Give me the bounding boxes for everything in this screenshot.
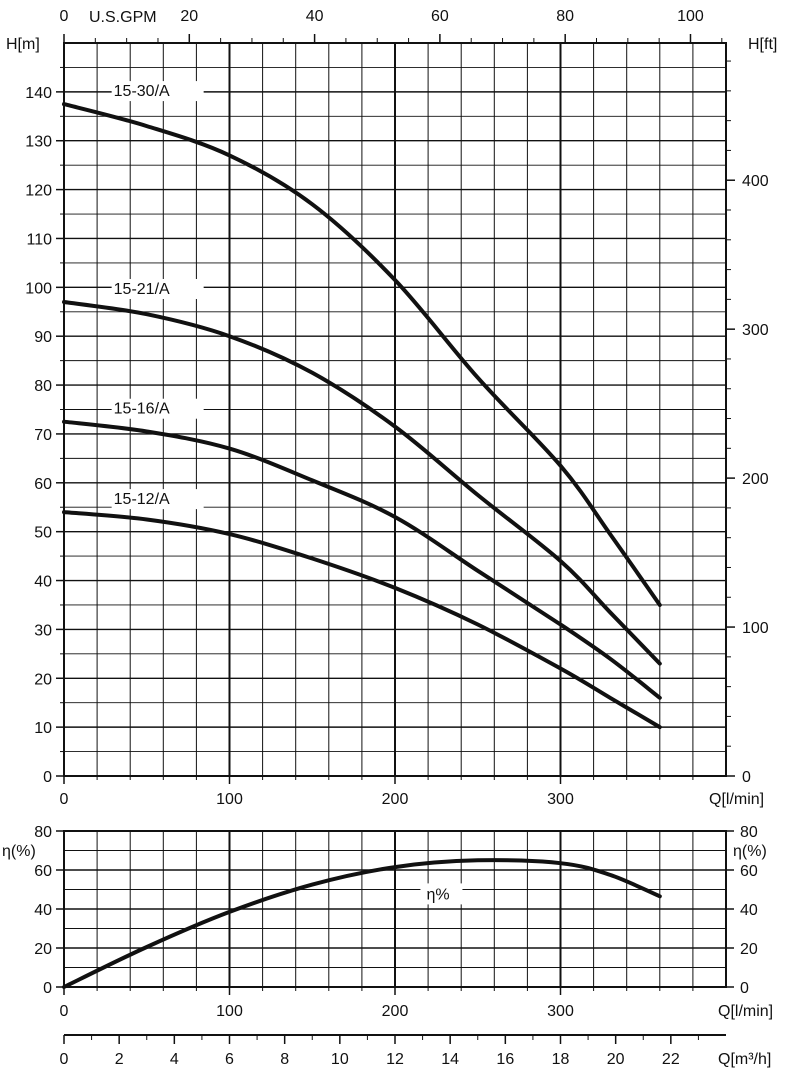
- head-curve-15-12-A: [62, 510, 662, 730]
- eff-x-tick-label: 200: [382, 1003, 409, 1020]
- eff-x-tick-label: 300: [547, 1003, 574, 1020]
- m3h-tick-label: 22: [662, 1051, 680, 1068]
- eff-right-tick-label: 60: [740, 863, 758, 880]
- curve-label-background: [111, 81, 204, 102]
- y-tick-label: 130: [25, 134, 52, 151]
- y-tick-label: 70: [34, 427, 52, 444]
- efficiency-right-axis-label: η(%): [733, 843, 767, 860]
- m3h-tick-label: 14: [441, 1051, 459, 1068]
- eff-y-tick-label: 80: [34, 824, 52, 841]
- x-tick-label: 300: [547, 791, 574, 808]
- eff-y-tick-label: 60: [34, 863, 52, 880]
- head-curve-15-30-A: [62, 102, 662, 607]
- top-axis-label: U.S.GPM: [89, 9, 157, 26]
- head-tick-labels: 0 10 20 30 40 50 60 70 80 90 100 110 120 130 140 0 100 20…: [25, 8, 769, 808]
- m3h-tick-label: 20: [607, 1051, 625, 1068]
- m3h-tick-label: 12: [386, 1051, 404, 1068]
- top-tick-label: 20: [180, 8, 198, 25]
- efficiency-grid: [63, 830, 727, 988]
- curve-label-background: [420, 883, 463, 905]
- m3h-tick-label: 16: [496, 1051, 514, 1068]
- right-tick-label: 200: [742, 471, 769, 488]
- x-tick-label: 200: [382, 791, 409, 808]
- top-tick-label: 0: [60, 8, 69, 25]
- curve-label: 15-12/A: [114, 491, 170, 508]
- efficiency-curve-label: η%: [426, 886, 449, 903]
- y-tick-label: 40: [34, 574, 52, 591]
- curve-label: 15-21/A: [114, 281, 170, 298]
- eff-right-tick-label: 20: [740, 941, 758, 958]
- eff-right-tick-label: 80: [740, 824, 758, 841]
- y-tick-label: 20: [34, 671, 52, 688]
- y-tick-label: 90: [34, 329, 52, 346]
- x-tick-label: 100: [216, 791, 243, 808]
- top-tick-label: 40: [306, 8, 324, 25]
- m3h-tick-label: 0: [60, 1051, 69, 1068]
- efficiency-tick-labels: 0 20 40 60 80 0 20 40 60 80 0 100 200 300: [34, 824, 758, 1020]
- m3h-tick-label: 10: [331, 1051, 349, 1068]
- y-tick-label: 80: [34, 378, 52, 395]
- y-tick-label: 50: [34, 525, 52, 542]
- curve-label-background: [111, 278, 204, 299]
- efficiency-left-axis-label: η(%): [2, 843, 36, 860]
- y-tick-label: 100: [25, 280, 52, 297]
- head-curve-15-16-A: [62, 419, 662, 700]
- y-tick-label: 0: [43, 769, 52, 786]
- head-curve-15-21-A: [62, 300, 662, 666]
- m3h-axis-label: Q[m³/h]: [718, 1051, 771, 1068]
- eff-x-tick-label: 100: [216, 1003, 243, 1020]
- head-grid: [63, 42, 727, 777]
- top-tick-label: 80: [556, 8, 574, 25]
- flow-m3h-axis: 0 2 4 6 8 10 12 14 16 18 20 22 Q[m³/h]: [60, 1034, 771, 1068]
- eff-y-tick-label: 40: [34, 902, 52, 919]
- x-tick-label: 0: [60, 791, 69, 808]
- eff-y-tick-label: 20: [34, 941, 52, 958]
- eff-right-tick-label: 40: [740, 902, 758, 919]
- head-right-axis-label: H[ft]: [748, 36, 777, 53]
- m3h-tick-label: 2: [115, 1051, 124, 1068]
- y-tick-label: 110: [26, 231, 52, 248]
- y-tick-label: 140: [25, 85, 52, 102]
- y-tick-label: 120: [25, 183, 52, 200]
- curve-label: 15-16/A: [114, 401, 170, 418]
- curve-label: 15-30/A: [114, 83, 170, 100]
- efficiency-x-axis-label: Q[l/min]: [718, 1003, 773, 1020]
- top-tick-label: 100: [677, 8, 704, 25]
- right-tick-label: 0: [742, 769, 751, 786]
- y-tick-label: 10: [34, 720, 52, 737]
- head-panel: 15-30/A 15-21/A 15-16/A 15-12/A 0 10 20 30 40 50…: [6, 8, 777, 808]
- curve-label-background: [111, 398, 204, 419]
- efficiency-panel: η% 0 20 40 60 80 0 20 40 60 80 0 100 200 300 η(%) η(%…: [2, 824, 773, 1020]
- head-left-axis-label: H[m]: [6, 36, 40, 53]
- efficiency-curve-line: [62, 858, 662, 989]
- right-tick-label: 400: [742, 173, 769, 190]
- eff-x-tick-label: 0: [60, 1003, 69, 1020]
- curve-label-background: [111, 489, 204, 510]
- top-tick-label: 60: [431, 8, 449, 25]
- head-x-axis-label: Q[l/min]: [709, 791, 764, 808]
- m3h-tick-label: 6: [225, 1051, 234, 1068]
- m3h-tick-label: 18: [552, 1051, 570, 1068]
- eff-y-tick-label: 0: [43, 980, 52, 997]
- y-tick-label: 60: [34, 476, 52, 493]
- m3h-tick-label: 4: [170, 1051, 179, 1068]
- efficiency-curve: η%: [62, 858, 662, 989]
- m3h-tick-label: 8: [280, 1051, 289, 1068]
- head-curves: 15-30/A 15-21/A 15-16/A 15-12/A: [62, 81, 662, 730]
- m3h-axis-ticks: 0 2 4 6 8 10 12 14 16 18 20 22: [60, 1034, 726, 1068]
- y-tick-label: 30: [34, 622, 52, 639]
- right-tick-label: 100: [742, 620, 769, 637]
- right-tick-label: 300: [742, 322, 769, 339]
- eff-right-tick-label: 0: [740, 980, 749, 997]
